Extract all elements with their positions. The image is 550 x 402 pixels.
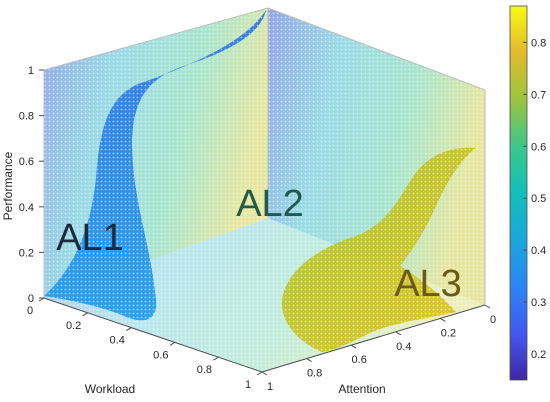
region-al1-surface: [44, 10, 266, 321]
x-axis-label: Workload: [85, 382, 135, 396]
region-al3-surface: [281, 147, 476, 352]
y-tick-mark: [350, 344, 357, 349]
colorbar: 0.2 0.3 0.4 0.5 0.6 0.7 0.8: [509, 5, 546, 381]
region-label-al2: AL2: [236, 183, 304, 225]
x-tick-label: 0.4: [110, 335, 125, 347]
colorbar-tick-label: 0.3: [531, 297, 546, 309]
region-labels: AL1 AL2 AL3: [56, 183, 462, 305]
z-tick-label: 0.2: [19, 247, 34, 259]
x-tick-mark: [38, 297, 45, 302]
y-tick-label: 0.2: [441, 327, 456, 339]
al1-texture: [44, 10, 266, 321]
colorbar-tick-label: 0.4: [531, 245, 546, 257]
colorbar-tick-label: 0.2: [531, 349, 546, 361]
x-tick-mark: [213, 356, 219, 361]
x-tick-label: 0.8: [197, 364, 212, 376]
y-tick-mark: [261, 371, 268, 376]
al3-texture: [281, 147, 476, 352]
x-tick-mark: [169, 341, 176, 346]
z-tick-label: 0.8: [19, 111, 34, 123]
x-tick-mark: [82, 312, 88, 317]
z-axis-label: Performance: [1, 151, 15, 220]
box-edges: [43, 7, 486, 373]
y-tick-label: 0.4: [396, 341, 411, 353]
y-tick-mark: [484, 304, 491, 309]
colorbar-tick-label: 0.7: [531, 89, 546, 101]
x-tick-label: 0.6: [153, 349, 168, 361]
colorbar-tick-label: 0.6: [531, 141, 546, 153]
y-tick-mark: [395, 331, 402, 336]
x-tick-label: 0.2: [66, 320, 81, 332]
x-tick-mark: [125, 327, 132, 332]
y-tick-label: 0.8: [307, 368, 322, 380]
region-label-al3: AL3: [394, 263, 462, 305]
z-tick-label: 0.6: [19, 156, 34, 168]
x-tick-label: 1: [245, 379, 251, 391]
y-tick-label: 1: [267, 381, 273, 393]
x-tick-mark: [256, 371, 263, 376]
z-tick-label: 0: [28, 293, 34, 305]
colorbar-tick-label: 0.8: [531, 37, 546, 49]
y-axis: 0 0.2 0.4 0.6 0.8 1: [261, 304, 496, 393]
y-tick-mark: [306, 358, 312, 363]
y-tick-mark: [440, 317, 446, 322]
y-axis-label: Attention: [338, 382, 385, 396]
x-tick-label: 0: [27, 305, 33, 317]
x-axis: 0 0.2 0.4 0.6 0.8 1: [27, 297, 263, 391]
z-tick-label: 1: [28, 65, 34, 77]
colorbar-tick-label: 0.5: [531, 193, 546, 205]
region-label-al1: AL1: [56, 217, 124, 259]
colorbar-gradient: [509, 5, 528, 381]
y-tick-label: 0: [490, 314, 496, 326]
z-tick-label: 0.4: [19, 202, 34, 214]
z-axis: 0 0.2 0.4 0.6 0.8 1: [19, 65, 44, 305]
y-tick-label: 0.6: [352, 354, 367, 366]
